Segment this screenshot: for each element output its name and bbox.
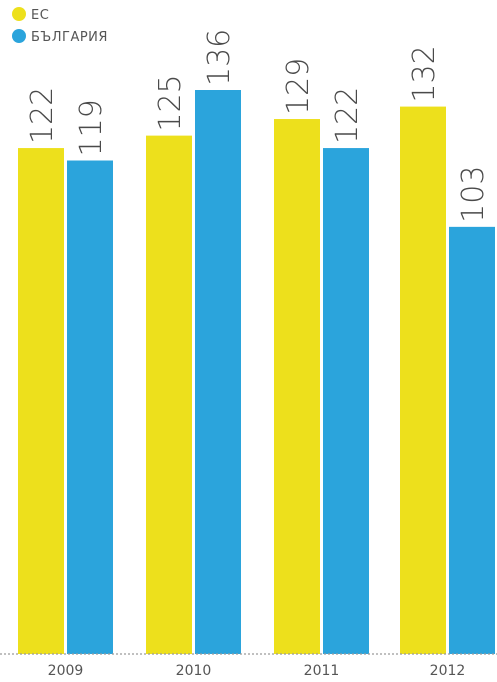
value-label-2009-1: 119 (74, 99, 109, 156)
value-label-2012-0: 132 (407, 45, 442, 102)
bar-2011-0 (274, 119, 320, 654)
value-label-2010-0: 125 (153, 74, 188, 131)
value-label-2011-0: 129 (281, 58, 316, 115)
x-tick-label-2012: 2012 (430, 663, 466, 679)
legend-marker-1 (12, 29, 26, 43)
value-label-2009-0: 122 (25, 87, 60, 144)
bar-2012-0 (400, 106, 446, 654)
value-label-2011-1: 122 (330, 87, 365, 144)
legend: ЕС БЪЛГАРИЯ (12, 7, 108, 45)
x-tick-label-2011: 2011 (304, 663, 340, 679)
x-tick-label-2010: 2010 (176, 663, 212, 679)
value-label-2010-1: 136 (202, 29, 237, 86)
legend-label-0: ЕС (31, 8, 49, 23)
x-tick-labels: 2009 2010 2011 2012 (48, 663, 466, 679)
bars (18, 90, 495, 654)
bar-2010-1 (195, 90, 241, 654)
x-tick-label-2009: 2009 (48, 663, 84, 679)
bar-2012-1 (449, 226, 495, 654)
value-label-2012-1: 103 (456, 166, 491, 223)
legend-marker-0 (12, 7, 26, 21)
bar-2011-1 (323, 148, 369, 654)
bar-2009-1 (67, 160, 113, 654)
bar-2010-0 (146, 135, 192, 654)
value-labels: 122 119 125 136 129 122 132 103 (25, 29, 491, 223)
legend-label-1: БЪЛГАРИЯ (31, 30, 108, 45)
bar-2009-0 (18, 148, 64, 654)
